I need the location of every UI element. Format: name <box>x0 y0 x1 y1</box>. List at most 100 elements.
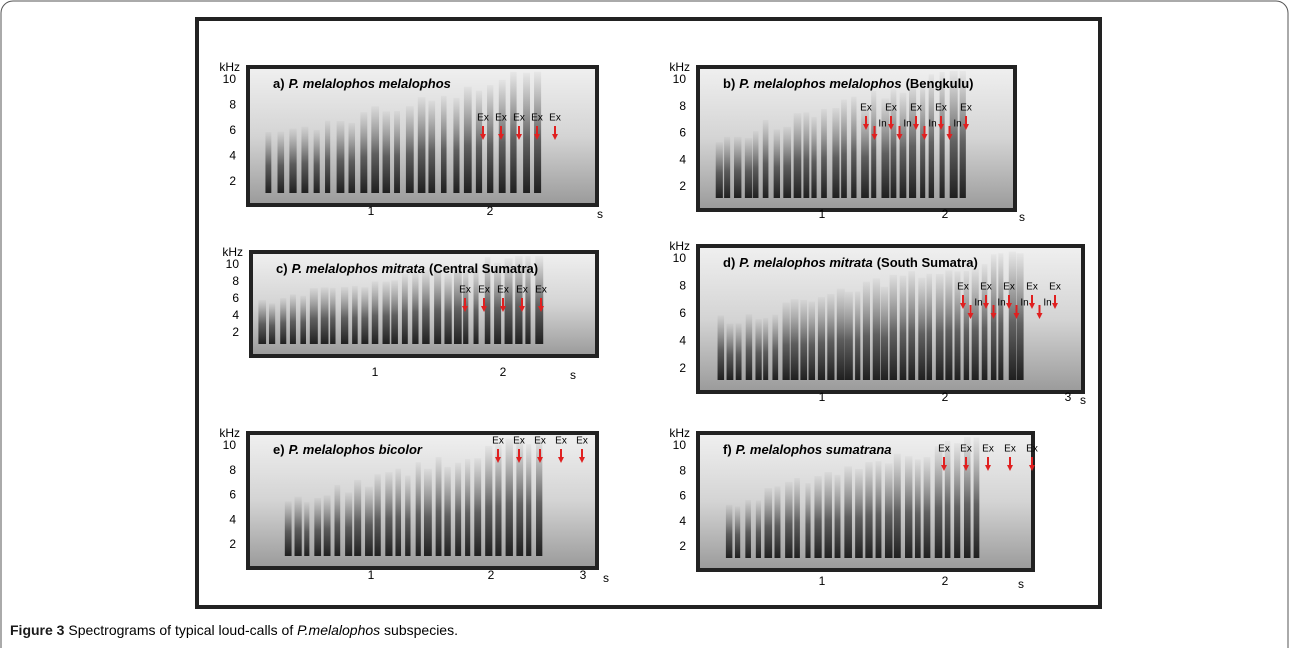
call-streak <box>918 277 926 380</box>
call-streak <box>371 281 379 344</box>
panel-title: a) P. melalophos melalophos <box>273 76 451 91</box>
y-tick-label: 6 <box>229 123 236 137</box>
y-tick-label: 8 <box>229 463 236 477</box>
call-streak <box>334 484 341 556</box>
call-streak <box>336 120 345 193</box>
call-streak <box>444 466 451 556</box>
call-streak <box>944 440 951 558</box>
call-annotation: Ex <box>535 285 547 296</box>
annotation-arrowhead <box>990 313 997 319</box>
call-annotation: Ex <box>1004 444 1016 455</box>
call-streak <box>415 462 421 556</box>
y-tick-label: 4 <box>679 334 686 348</box>
call-streak <box>735 323 742 380</box>
call-streak <box>417 97 426 193</box>
call-streak <box>954 443 961 558</box>
call-annotation: Ex <box>960 444 972 455</box>
call-annotation: Ex <box>1026 444 1038 455</box>
call-streak <box>734 506 741 558</box>
call-streak <box>800 299 808 380</box>
caption: Figure 3 Spectrograms of typical loud-ca… <box>10 622 458 638</box>
call-streak <box>463 86 472 193</box>
panel-label: e) <box>273 442 285 457</box>
annotation-arrowhead <box>921 134 928 140</box>
call-streak <box>361 287 369 344</box>
call-annotation: Ex <box>935 103 947 114</box>
y-tick-label: 6 <box>679 126 686 140</box>
call-streak <box>289 294 296 344</box>
call-streak <box>949 71 958 198</box>
y-tick-label: 4 <box>229 512 236 526</box>
panel-title: e) P. melalophos bicolor <box>273 442 423 457</box>
call-streak <box>726 323 734 380</box>
call-streak <box>725 504 733 558</box>
x-tick-label: 2 <box>487 204 494 218</box>
call-streak <box>890 88 897 198</box>
x-tick-label: 1 <box>368 568 375 582</box>
panel-label: b) <box>723 76 735 91</box>
panel-label: c) <box>276 261 288 276</box>
call-streak <box>861 106 869 198</box>
call-streak <box>862 281 871 380</box>
call-streak <box>345 492 353 556</box>
x-tick-label: 2 <box>942 207 949 221</box>
call-streak <box>998 253 1004 380</box>
call-streak <box>851 96 857 198</box>
species-name: P. melalophos sumatrana <box>736 442 892 457</box>
x-unit: s <box>1019 210 1025 224</box>
annotation-arrowhead <box>481 306 487 312</box>
annotation-arrowhead <box>896 134 903 140</box>
call-annotation: Ex <box>960 103 972 114</box>
call-streak <box>803 112 810 198</box>
call-streak <box>1008 251 1017 380</box>
spectrogram-panel <box>696 431 1035 572</box>
annotation-arrowhead <box>552 134 558 140</box>
location: (Bengkulu) <box>906 76 974 91</box>
x-unit: s <box>603 571 609 585</box>
call-streak <box>905 456 913 558</box>
call-streak <box>314 497 322 556</box>
caption-text: Spectrograms of typical loud-calls of <box>68 622 293 638</box>
call-streak <box>963 437 971 558</box>
panel-title: c) P. melalophos mitrata (Central Sumatra) <box>276 261 538 276</box>
call-streak <box>908 271 916 380</box>
call-streak <box>805 483 811 558</box>
call-streak <box>836 288 845 380</box>
call-streak <box>841 99 847 198</box>
annotation-arrowhead <box>538 306 544 312</box>
annotation-arrowhead <box>537 457 543 463</box>
annotation-arrowhead <box>863 124 869 130</box>
x-tick-label: 3 <box>580 568 587 582</box>
call-annotation: Ex <box>477 113 489 124</box>
annotation-arrowhead <box>1007 465 1013 471</box>
call-annotation: Ex <box>576 436 588 447</box>
call-streak <box>824 471 832 558</box>
call-annotation: Ex <box>910 103 922 114</box>
annotation-arrowhead <box>1052 303 1058 309</box>
y-tick-label: 8 <box>679 99 686 113</box>
y-unit: kHz <box>219 426 240 440</box>
x-tick-label: 1 <box>372 365 379 379</box>
annotation-arrowhead <box>495 457 501 463</box>
call-streak <box>945 270 953 380</box>
call-streak <box>764 488 773 558</box>
call-streak <box>844 466 852 558</box>
call-annotation: Ex <box>549 113 561 124</box>
y-unit: kHz <box>222 245 243 259</box>
call-annotation: In <box>1020 298 1028 309</box>
call-streak <box>348 122 356 193</box>
annotation-arrowhead <box>516 134 522 140</box>
spectrogram-frame <box>249 250 599 358</box>
species-name: P. melalophos melalophos <box>289 76 451 91</box>
call-streak <box>821 108 827 198</box>
annotation-arrowhead <box>1013 313 1020 319</box>
call-streak <box>889 274 897 380</box>
call-streak <box>423 468 432 556</box>
call-streak <box>444 273 452 344</box>
y-unit: kHz <box>219 60 240 74</box>
call-streak <box>453 264 462 344</box>
call-streak <box>320 287 329 344</box>
call-streak <box>258 300 267 344</box>
call-streak <box>971 268 979 380</box>
